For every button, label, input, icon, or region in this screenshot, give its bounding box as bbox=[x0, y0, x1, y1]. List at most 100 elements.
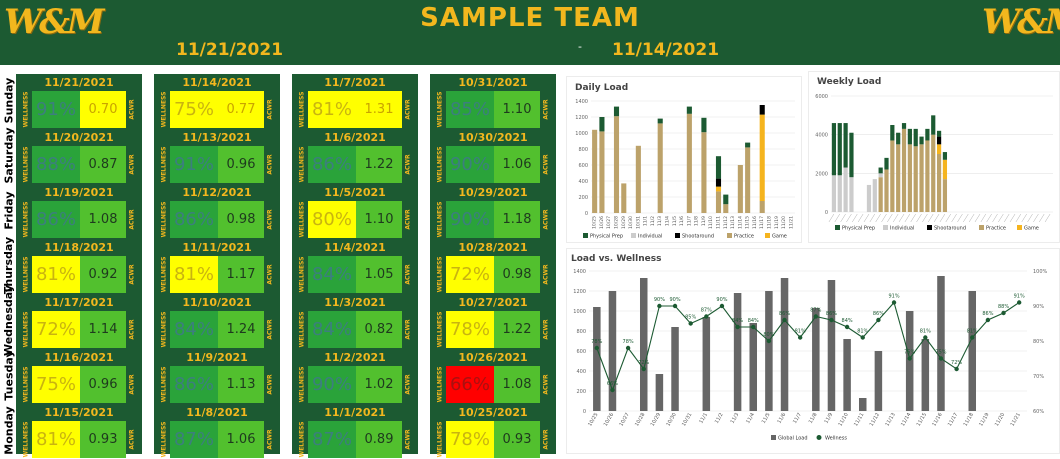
y-tick-label: 1000 bbox=[575, 131, 588, 137]
weekly-bar-segment bbox=[901, 123, 907, 129]
y2-tick-label: 80% bbox=[1033, 339, 1044, 345]
cell-date: 10/30/2021 bbox=[458, 131, 528, 144]
x-tick-mark bbox=[1021, 213, 1027, 223]
wellness-label-text: WELLNESS bbox=[160, 421, 168, 458]
wellness-label-text: WELLNESS bbox=[160, 201, 168, 238]
weekly-bar-segment bbox=[907, 144, 912, 212]
wellness-value: 84% bbox=[308, 256, 356, 293]
acwr-label-text: ACWR bbox=[266, 209, 274, 230]
wellness-point bbox=[938, 356, 944, 361]
daily-bar-segment bbox=[599, 117, 605, 132]
wellness-label-text: WELLNESS bbox=[298, 91, 306, 128]
wellness-point bbox=[923, 335, 928, 340]
wellness-data-label: 86% bbox=[873, 311, 884, 317]
daily-bar-segment bbox=[592, 129, 598, 213]
day-label-text: Saturday bbox=[2, 127, 16, 183]
wellness-label: WELLNESS bbox=[20, 421, 32, 458]
wellness-value: 85% bbox=[446, 91, 494, 128]
load-bar bbox=[702, 317, 711, 411]
wellness-value: 75% bbox=[32, 366, 80, 403]
week-column: 11/7/2021 WELLNESS 81% 1.31 ACWR 11/6/2021 WEL… bbox=[292, 74, 418, 458]
acwr-value: 1.22 bbox=[494, 311, 540, 348]
wellness-data-label: 81% bbox=[967, 329, 978, 335]
acwr-value: 0.93 bbox=[80, 421, 126, 458]
acwr-value: 1.10 bbox=[494, 91, 540, 128]
weekly-bar-segment bbox=[831, 175, 837, 212]
daily-bar-segment bbox=[686, 113, 692, 213]
wellness-label: WELLNESS bbox=[296, 146, 308, 183]
wellness-data-label: 87% bbox=[810, 308, 821, 314]
day-cell: 11/9/2021 WELLNESS 86% 1.13 ACWR bbox=[158, 351, 276, 403]
x-tick-mark bbox=[1009, 213, 1016, 223]
x-tick-label: 11/5 bbox=[761, 412, 772, 425]
wellness-value: 78% bbox=[446, 311, 494, 348]
x-tick-label: 11/1 bbox=[698, 412, 709, 425]
wellness-point bbox=[688, 321, 693, 326]
weekly-bar-segment bbox=[931, 115, 936, 135]
wellness-value: 86% bbox=[308, 146, 356, 183]
acwr-value: 1.18 bbox=[494, 201, 540, 238]
x-tick-label: 11/9 bbox=[701, 216, 707, 226]
cell-date: 10/29/2021 bbox=[458, 186, 528, 199]
logo-right: W&M bbox=[982, 2, 1060, 42]
acwr-value: 0.93 bbox=[494, 421, 540, 458]
daily-bar-segment bbox=[686, 106, 692, 114]
legend-label: Physical Prep bbox=[842, 226, 875, 232]
wellness-value: 84% bbox=[308, 311, 356, 348]
wellness-value: 84% bbox=[170, 311, 218, 348]
x-tick-label: 11/8 bbox=[808, 412, 819, 425]
wellness-point bbox=[829, 317, 834, 323]
acwr-value: 1.05 bbox=[356, 256, 402, 293]
x-tick-mark bbox=[992, 213, 998, 223]
acwr-label-text: ACWR bbox=[266, 429, 274, 450]
acwr-label: ACWR bbox=[126, 366, 138, 403]
cell-date: 10/26/2021 bbox=[458, 351, 528, 364]
weekly-bar-segment bbox=[896, 132, 901, 145]
wellness-value: 88% bbox=[32, 146, 80, 183]
daily-bar-segment bbox=[759, 201, 765, 213]
x-tick-label: 11/19 bbox=[978, 412, 990, 427]
acwr-value: 1.06 bbox=[218, 421, 264, 458]
x-tick-label: 11/12 bbox=[723, 216, 729, 229]
acwr-value: 0.96 bbox=[218, 146, 264, 183]
x-tick-mark bbox=[957, 213, 963, 223]
day-cell: 11/15/2021 WELLNESS 81% 0.93 ACWR bbox=[20, 406, 138, 458]
wellness-label: WELLNESS bbox=[20, 201, 32, 238]
wellness-data-label: 75% bbox=[904, 350, 915, 356]
wellness-value: 86% bbox=[170, 201, 218, 238]
wellness-label-text: WELLNESS bbox=[436, 311, 444, 348]
daily-bar-segment bbox=[613, 106, 620, 117]
wellness-value: 75% bbox=[170, 91, 218, 128]
weekly-bar-segment bbox=[872, 179, 877, 212]
wellness-point bbox=[907, 356, 912, 361]
acwr-label: ACWR bbox=[402, 91, 414, 128]
legend-swatch bbox=[583, 233, 588, 238]
x-tick-label: 11/13 bbox=[884, 412, 896, 427]
acwr-label-text: ACWR bbox=[266, 319, 274, 340]
wellness-data-label: 72% bbox=[638, 360, 649, 366]
wellness-label: WELLNESS bbox=[20, 366, 32, 403]
weekly-bar-segment bbox=[936, 154, 942, 212]
acwr-label-text: ACWR bbox=[266, 264, 274, 285]
x-tick-mark bbox=[898, 213, 905, 223]
wellness-data-label: 72% bbox=[951, 360, 962, 366]
acwr-label-text: ACWR bbox=[404, 319, 412, 340]
daily-bar-segment bbox=[745, 147, 751, 213]
date-left: 11/21/2021 bbox=[176, 40, 284, 60]
weekly-bar-segment bbox=[925, 128, 930, 141]
wellness-label-text: WELLNESS bbox=[298, 256, 306, 293]
cell-date: 10/31/2021 bbox=[458, 76, 528, 89]
acwr-value: 1.14 bbox=[80, 311, 126, 348]
cell-date: 11/9/2021 bbox=[186, 351, 248, 364]
wellness-data-label: 81% bbox=[795, 329, 806, 335]
x-tick-label: 11/21 bbox=[1010, 412, 1022, 427]
wellness-value: 90% bbox=[446, 146, 494, 183]
wellness-data-label: 90% bbox=[669, 297, 680, 303]
x-tick-label: 11/20 bbox=[994, 412, 1006, 427]
y-tick-label: 6000 bbox=[815, 94, 828, 100]
y-tick-label: 1400 bbox=[573, 269, 586, 275]
cell-date: 11/4/2021 bbox=[324, 241, 386, 254]
wellness-data-label: 85% bbox=[685, 315, 696, 321]
x-tick-label: 11/21 bbox=[788, 216, 794, 229]
daily-bar-segment bbox=[635, 145, 641, 213]
